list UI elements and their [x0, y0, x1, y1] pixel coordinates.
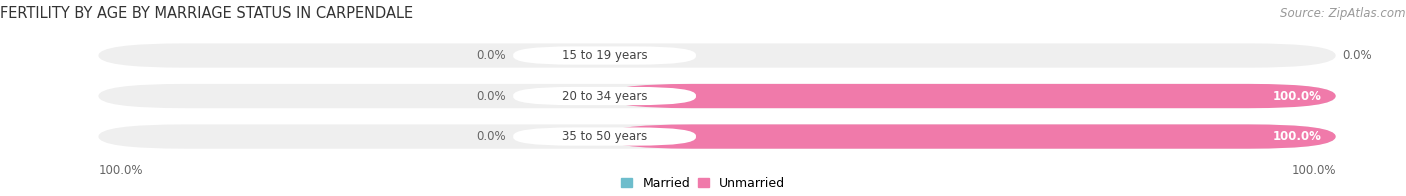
Text: Source: ZipAtlas.com: Source: ZipAtlas.com: [1281, 7, 1406, 20]
FancyBboxPatch shape: [513, 46, 696, 65]
FancyBboxPatch shape: [98, 43, 1336, 68]
Text: 100.0%: 100.0%: [98, 164, 143, 177]
FancyBboxPatch shape: [605, 124, 1336, 149]
Text: 100.0%: 100.0%: [1272, 130, 1322, 143]
Legend: Married, Unmarried: Married, Unmarried: [621, 177, 785, 190]
Text: 35 to 50 years: 35 to 50 years: [562, 130, 647, 143]
FancyBboxPatch shape: [98, 124, 1336, 149]
Text: 20 to 34 years: 20 to 34 years: [562, 90, 647, 103]
Text: 0.0%: 0.0%: [1343, 49, 1372, 62]
Text: 0.0%: 0.0%: [477, 90, 506, 103]
Text: FERTILITY BY AGE BY MARRIAGE STATUS IN CARPENDALE: FERTILITY BY AGE BY MARRIAGE STATUS IN C…: [0, 6, 413, 21]
Text: 100.0%: 100.0%: [1291, 164, 1336, 177]
Text: 0.0%: 0.0%: [477, 130, 506, 143]
FancyBboxPatch shape: [605, 84, 1336, 108]
FancyBboxPatch shape: [98, 84, 1336, 108]
Text: 100.0%: 100.0%: [1272, 90, 1322, 103]
Text: 15 to 19 years: 15 to 19 years: [562, 49, 647, 62]
Text: 0.0%: 0.0%: [477, 49, 506, 62]
FancyBboxPatch shape: [513, 87, 696, 105]
FancyBboxPatch shape: [513, 127, 696, 146]
